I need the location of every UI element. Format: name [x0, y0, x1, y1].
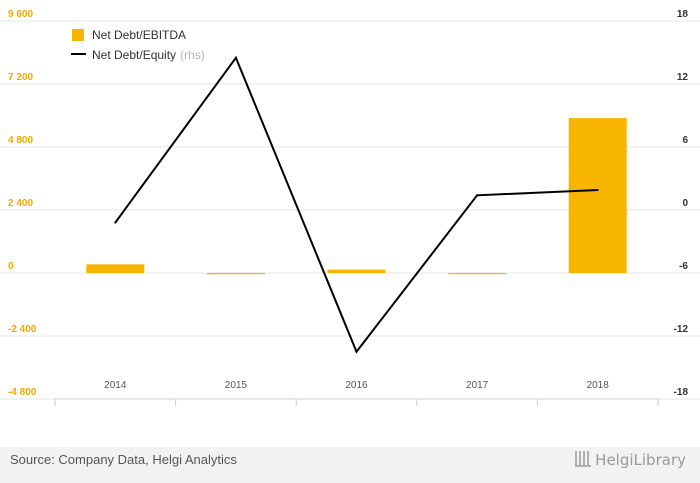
left-tick-label: 2 400 [8, 198, 33, 209]
line-point [476, 194, 479, 197]
legend-label-line: Net Debt/Equity (rhs) [92, 48, 205, 62]
left-tick-label: -2 400 [8, 324, 37, 335]
left-tick-label: 4 800 [8, 135, 33, 146]
left-tick-label: -4 800 [8, 387, 37, 398]
brand-logo: HelgiLibrary [575, 451, 686, 469]
left-y-axis: 9 600 7 200 4 800 2 400 0 -2 400 -4 800 [8, 9, 37, 398]
right-tick-label: 6 [682, 135, 688, 146]
x-tick-label: 2016 [345, 380, 368, 391]
right-tick-label: -18 [674, 387, 689, 398]
bar [568, 118, 627, 273]
legend-line-name: Net Debt/Equity [92, 48, 176, 62]
line-point [114, 221, 117, 224]
x-tick-label: 2014 [104, 380, 127, 391]
left-tick-label: 9 600 [8, 9, 33, 20]
line-path [114, 55, 598, 354]
x-tick-label: 2015 [225, 380, 248, 391]
combo-chart: 2014 2015 2016 2017 2018 9 600 7 200 4 800 2 40… [0, 9, 700, 406]
legend: Net Debt/EBITDA Net Debt/Equity (rhs) [71, 28, 205, 62]
x-tick-label: 2018 [587, 380, 610, 391]
source-text: Source: Company Data, Helgi Analytics [10, 452, 237, 467]
right-tick-label: 18 [677, 9, 689, 20]
legend-label-bar: Net Debt/EBITDA [92, 28, 186, 42]
bar [327, 269, 386, 273]
brand-name: HelgiLibrary [595, 451, 686, 469]
right-tick-label: 0 [682, 198, 688, 209]
left-tick-label: 0 [8, 261, 14, 272]
line-point [596, 189, 599, 192]
right-tick-label: 12 [677, 72, 689, 83]
legend-line-suffix: (rhs) [180, 48, 205, 62]
right-y-axis: 18 12 6 0 -6 -12 -18 [674, 9, 689, 398]
footer: Source: Company Data, Helgi Analytics He… [0, 447, 700, 483]
bar [86, 264, 145, 273]
bar [206, 273, 265, 275]
right-tick-label: -12 [674, 324, 689, 335]
library-icon [575, 451, 592, 467]
bar [448, 273, 507, 275]
left-tick-label: 7 200 [8, 72, 33, 83]
bar-series [86, 118, 627, 275]
line-series [114, 55, 599, 354]
x-axis: 2014 2015 2016 2017 2018 [54, 380, 659, 406]
x-tick-label: 2017 [466, 380, 489, 391]
legend-swatch-bar [72, 29, 84, 41]
right-tick-label: -6 [679, 261, 688, 272]
line-point [234, 56, 237, 59]
line-point [355, 350, 358, 353]
